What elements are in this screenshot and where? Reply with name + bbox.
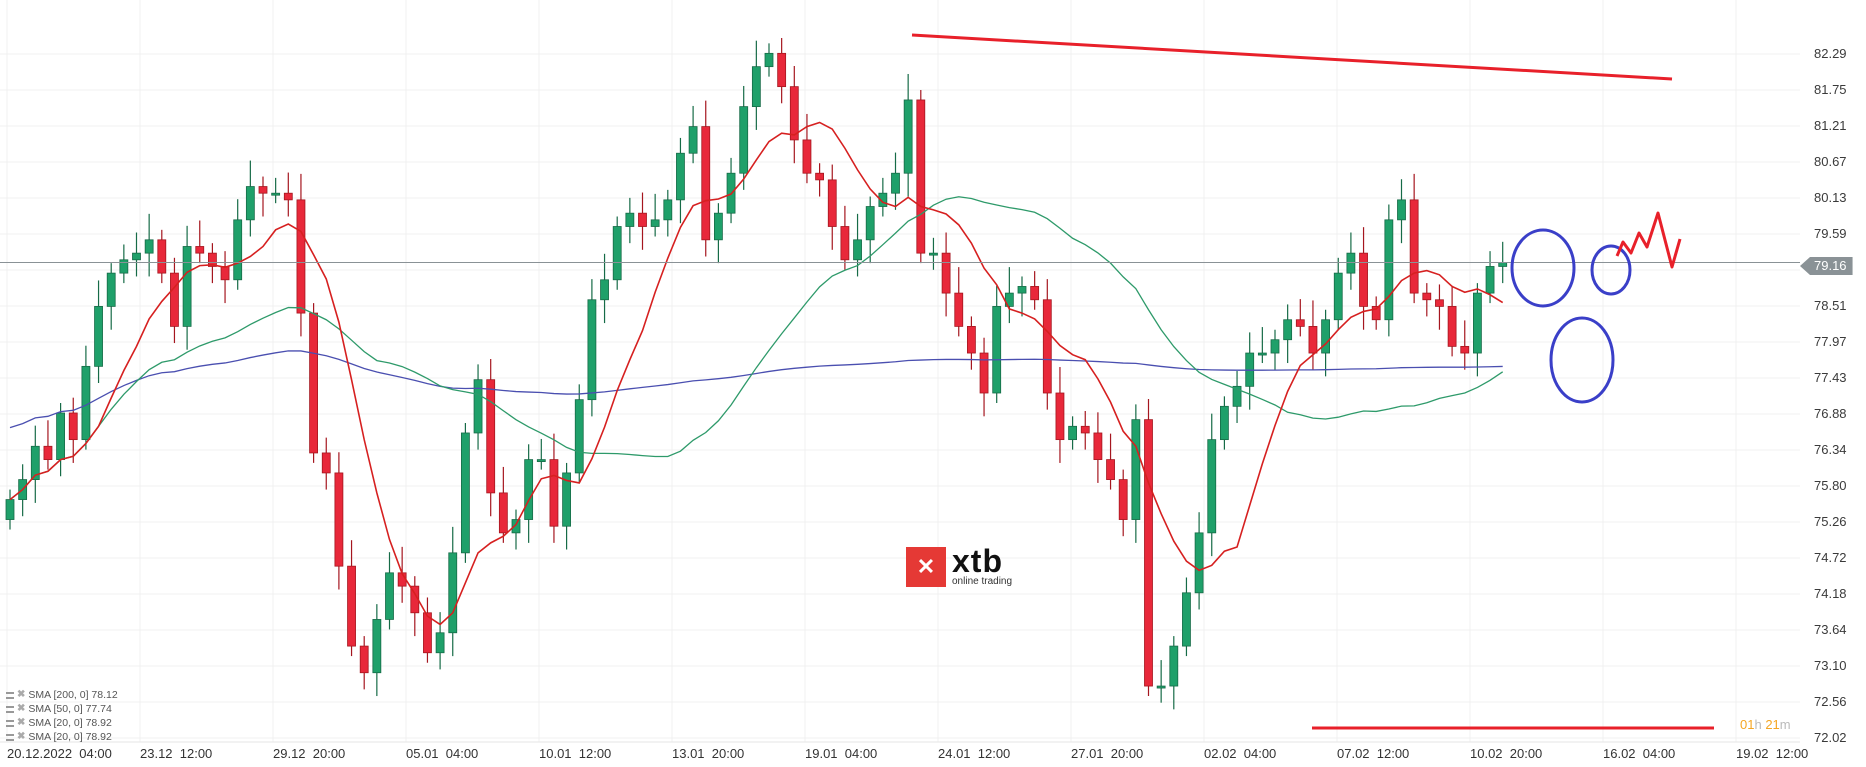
- time-tick: 19.02 12:00: [1736, 746, 1809, 761]
- remove-icon[interactable]: ✖: [17, 731, 26, 742]
- candle-countdown: 01h 21m: [1740, 717, 1791, 732]
- logo-name: xtb: [952, 543, 1003, 579]
- remove-icon[interactable]: ✖: [17, 717, 26, 728]
- legend-item[interactable]: ✖ SMA [20, 0] 78.92: [6, 730, 118, 744]
- price-tick: 82.29: [1814, 46, 1847, 61]
- price-tick: 80.13: [1814, 190, 1847, 205]
- logo-tagline: online trading: [952, 576, 1013, 587]
- settings-icon[interactable]: [6, 733, 14, 741]
- price-tick: 79.59: [1814, 226, 1847, 241]
- xtb-logo: ✕ xtb online trading: [906, 543, 1013, 587]
- price-tick: 75.26: [1814, 514, 1847, 529]
- xtb-mark-icon: ✕: [906, 546, 946, 587]
- timer-h-unit: h: [1754, 717, 1762, 732]
- time-tick: 23.12 12:00: [140, 746, 213, 761]
- price-tick: 78.51: [1814, 298, 1847, 313]
- price-tick: 77.97: [1814, 334, 1847, 349]
- current-price-tag: 79.16: [1800, 257, 1853, 275]
- price-tick: 81.75: [1814, 82, 1847, 97]
- legend-label: SMA [50, 0] 77.74: [28, 703, 112, 715]
- settings-icon[interactable]: [6, 691, 14, 699]
- price-tick: 77.43: [1814, 370, 1847, 385]
- time-tick: 24.01 12:00: [938, 746, 1011, 761]
- price-tick: 81.21: [1814, 118, 1847, 133]
- price-tick: 75.80: [1814, 478, 1847, 493]
- time-tick: 27.01 20:00: [1071, 746, 1144, 761]
- settings-icon[interactable]: [6, 705, 14, 713]
- timer-hours: 01: [1740, 717, 1755, 732]
- time-tick: 07.02 12:00: [1337, 746, 1410, 761]
- price-tick: 72.56: [1814, 694, 1847, 709]
- time-tick: 16.02 04:00: [1603, 746, 1676, 761]
- price-tick: 73.10: [1814, 658, 1847, 673]
- legend-label: SMA [20, 0] 78.92: [28, 731, 112, 743]
- price-tick: 80.67: [1814, 154, 1847, 169]
- timer-m-unit: m: [1779, 717, 1791, 732]
- price-tick: 74.18: [1814, 586, 1847, 601]
- legend-label: SMA [200, 0] 78.12: [28, 689, 118, 701]
- legend-label: SMA [20, 0] 78.92: [28, 717, 112, 729]
- time-tick: 13.01 20:00: [672, 746, 745, 761]
- remove-icon[interactable]: ✖: [17, 703, 26, 714]
- legend-item[interactable]: ✖ SMA [200, 0] 78.12: [6, 688, 118, 702]
- price-tick: 76.88: [1814, 406, 1847, 421]
- time-tick: 29.12 20:00: [273, 746, 346, 761]
- time-tick: 10.02 20:00: [1470, 746, 1543, 761]
- price-tick: 72.02: [1814, 730, 1847, 745]
- legend-item[interactable]: ✖ SMA [20, 0] 78.92: [6, 716, 118, 730]
- settings-icon[interactable]: [6, 719, 14, 727]
- time-tick: 20.12.2022 04:00: [7, 746, 112, 761]
- time-tick: 19.01 04:00: [805, 746, 878, 761]
- time-tick: 10.01 12:00: [539, 746, 612, 761]
- price-tick: 74.72: [1814, 550, 1847, 565]
- price-tick: 73.64: [1814, 622, 1847, 637]
- legend-item[interactable]: ✖ SMA [50, 0] 77.74: [6, 702, 118, 716]
- price-tick: 76.34: [1814, 442, 1847, 457]
- timer-minutes: 21: [1765, 717, 1780, 732]
- time-tick: 05.01 04:00: [406, 746, 479, 761]
- indicator-legend: ✖ SMA [200, 0] 78.12 ✖ SMA [50, 0] 77.74 ✖…: [6, 688, 118, 744]
- remove-icon[interactable]: ✖: [17, 689, 26, 700]
- time-tick: 02.02 04:00: [1204, 746, 1277, 761]
